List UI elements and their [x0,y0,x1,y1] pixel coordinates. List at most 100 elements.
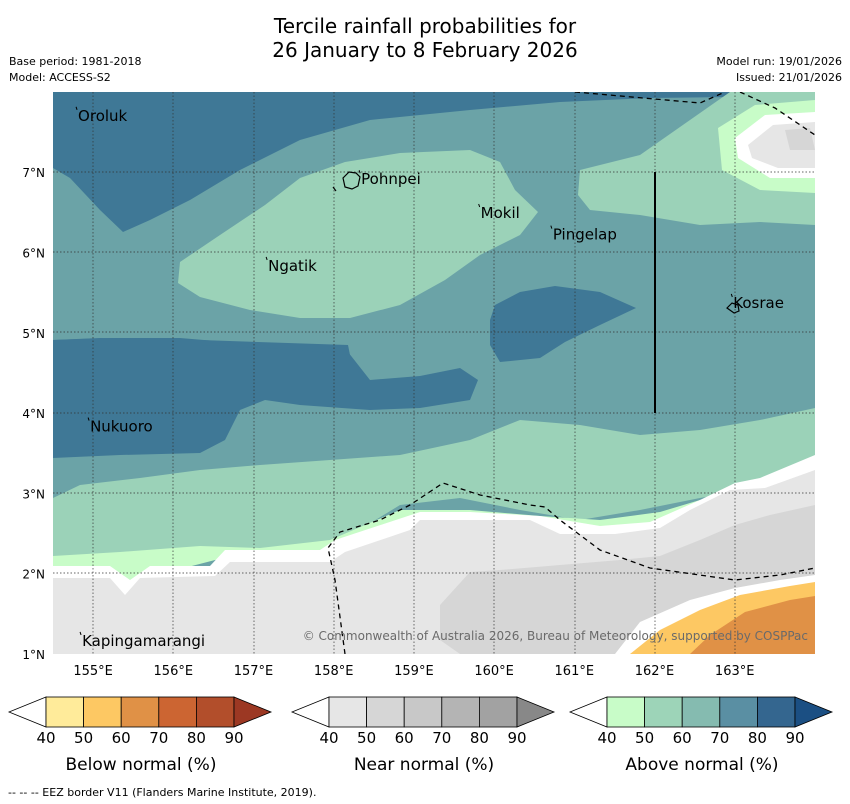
colorbar-tick-label: 50 [357,729,376,747]
colorbar-segment [441,696,480,728]
place-labels: Oroluk Pohnpei Mokil Pingelap Ngatik Kosrae Nu… [75,106,784,650]
colorbar-segment [366,696,405,728]
colorbar-tick-label: 70 [432,729,451,747]
colorbar-tick-label: 50 [635,729,654,747]
eez-legend-note: -- -- -- EEZ border V11 (Flanders Marine… [8,786,317,799]
colorbar-tick-label: 90 [224,729,243,747]
place-marker [550,225,553,229]
place-marker [358,170,361,174]
above-70-region-east [490,286,636,362]
colorbar-tick-label: 80 [748,729,767,747]
lon-tick-label: 160°E [474,664,514,679]
colorbar-title-above: Above normal (%) [625,755,779,775]
colorbar-tick-label: 90 [785,729,804,747]
islet-ant [332,186,337,192]
place-label: Kosrae [733,294,784,312]
colorbar-tick-label: 70 [149,729,168,747]
colorbar-tick-label: 80 [187,729,206,747]
colorbars: 40 50 60 70 80 90 40 50 60 70 80 90 40 50 60 70 80 90 [7,696,834,747]
colorbar-tick-label: 40 [597,729,616,747]
place-label: Ngatik [268,257,317,275]
colorbar-low-arrow [568,696,608,728]
colorbar-tick-label: 70 [710,729,729,747]
colorbar-low-arrow [7,696,47,728]
colorbar-segment [644,696,683,728]
lon-tick-label: 161°E [555,664,595,679]
eez-borders [327,92,815,654]
place-label: Kapingamarangi [82,632,205,650]
colorbar-tick-label: 60 [395,729,414,747]
place-marker [79,631,82,636]
lon-tick-label: 155°E [73,664,113,679]
lat-tick-label: 5°N [22,327,45,341]
lon-tick-label: 157°E [234,664,274,679]
lat-tick-label: 1°N [22,648,45,662]
place-marker [87,417,90,421]
eez-border-northeast [739,92,815,136]
colorbar-segment [195,696,235,728]
lon-tick-label: 159°E [394,664,434,679]
near-normal-50-region-south [440,505,815,654]
colorbar-high-arrow [233,696,273,728]
colorbar-segment [120,696,160,728]
latitude-labels: 1°N 2°N 3°N 4°N 5°N 6°N 7°N [22,166,45,662]
place-label: Pingelap [553,226,617,244]
place-label: Oroluk [78,107,127,125]
place-label: Nukuoro [90,418,153,436]
near-normal-50-patch-northeast [785,128,815,150]
lat-tick-label: 6°N [22,247,45,261]
copyright-notice: © Commonwealth of Australia 2026, Bureau… [303,629,808,643]
longitude-labels: 155°E 156°E 157°E 158°E 159°E 160°E 161°E 162°E… [73,664,754,679]
colorbar-segment [328,696,367,728]
colorbar-segment [757,696,796,728]
eez-border-south [327,482,815,654]
meta-right: Model run: 19/01/2026 Issued: 21/01/2026 [716,54,842,86]
colorbar-tick-label: 50 [74,729,93,747]
lat-tick-label: 7°N [22,166,45,180]
colorbar-tick-label: 60 [673,729,692,747]
colorbar-2: 40 50 60 70 80 90 [568,696,834,747]
colorbar-title-near: Near normal (%) [353,755,495,775]
place-marker [75,106,78,110]
place-label: Mokil [481,204,520,222]
colorbar-low-arrow [290,696,330,728]
lon-tick-label: 158°E [314,664,354,679]
kosrae-island-outline [726,302,740,314]
place-marker [478,203,481,208]
title-line-1: Tercile rainfall probabilities for [273,14,577,38]
map-title: Tercile rainfall probabilities for 26 Ja… [0,14,850,62]
below-60-region-southeast [690,596,815,654]
colorbar-high-arrow [516,696,556,728]
lon-tick-label: 163°E [715,664,755,679]
lon-tick-label: 162°E [635,664,675,679]
place-marker [265,256,268,261]
place-label: Pohnpei [361,170,421,188]
islands [332,171,740,314]
issued-date: Issued: 21/01/2026 [735,71,842,84]
colorbar-tick-label: 40 [319,729,338,747]
colorbar-segment [45,696,84,728]
place-marker [730,293,733,298]
above-50-region-north [178,150,538,318]
colorbar-0: 40 50 60 70 80 90 [7,696,273,747]
pohnpei-island-outline [342,171,361,190]
lon-tick-label: 156°E [154,664,194,679]
model-run: Model run: 19/01/2026 [716,55,842,68]
colorbar-tick-label: 90 [507,729,526,747]
colorbar-high-arrow [794,696,834,728]
colorbar-segment [83,696,122,728]
above-70-region-central [53,338,478,458]
colorbar-tick-label: 60 [112,729,131,747]
lat-tick-label: 3°N [22,487,45,501]
colorbar-tick-label: 40 [36,729,55,747]
colorbar-tick-label: 80 [470,729,489,747]
probability-fields [53,92,815,654]
base-period: Base period: 1981-2018 [9,55,142,68]
above-70-band-central-top [53,338,350,355]
title-line-2: 26 January to 8 February 2026 [272,38,578,62]
above-70-region-north [53,92,815,232]
colorbar-segment [606,696,645,728]
model-name: Model: ACCESS-S2 [9,71,111,84]
colorbar-segment [158,696,197,728]
